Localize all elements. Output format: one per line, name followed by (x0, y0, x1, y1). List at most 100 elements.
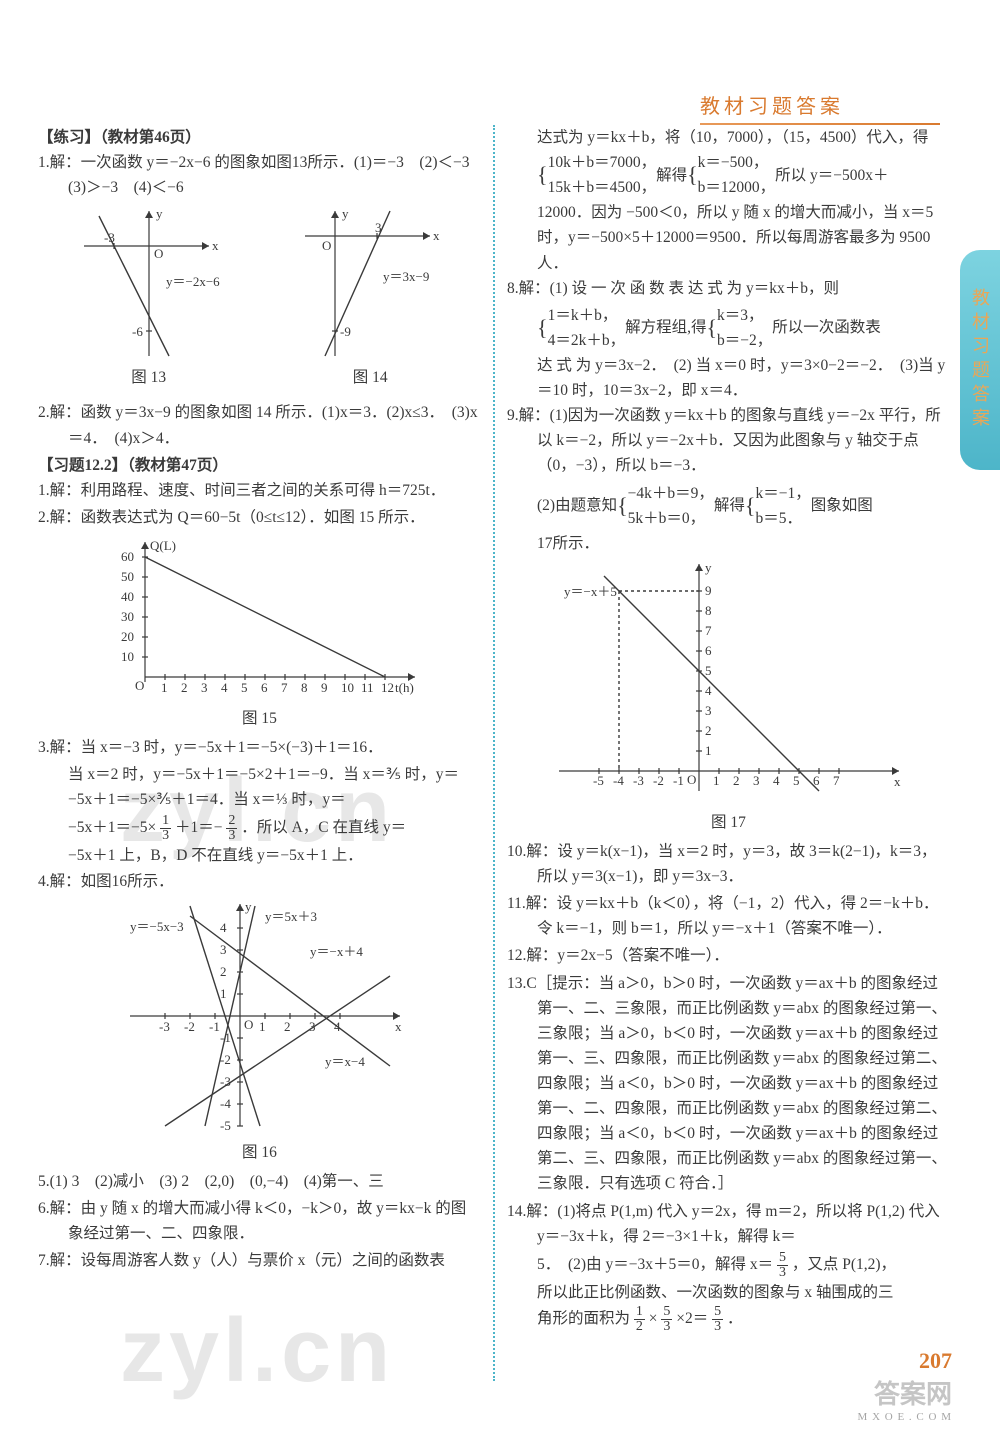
svg-text:1: 1 (220, 986, 227, 1001)
r1a: 达式为 y＝kx＋b，将（10，7000），（15，4500）代入，得 (507, 125, 950, 150)
r9c: 17所示． (507, 531, 950, 556)
svg-text:x: x (395, 1019, 402, 1034)
svg-text:30: 30 (121, 609, 134, 624)
svg-text:-2: -2 (653, 773, 664, 788)
svg-text:9: 9 (705, 583, 712, 598)
svg-text:x: x (894, 774, 901, 789)
left-column: 【练习】（教材第46页） 1.解：一次函数 y＝−2x−6 的图象如图13所示．… (38, 125, 481, 1381)
svg-text:-2: -2 (184, 1019, 195, 1034)
svg-text:4: 4 (221, 680, 228, 695)
svg-text:-6: -6 (132, 324, 143, 339)
svg-text:y＝−x＋5: y＝−x＋5 (564, 584, 617, 599)
problem-2-1: 1.解：利用路程、速度、时间三者之间的关系可得 h＝725t． (38, 478, 481, 503)
r14a: 14.解：(1)将点 P(1,m) 代入 y＝2x，得 m＝2，所以将 P(1,… (507, 1199, 950, 1249)
svg-text:Q(L): Q(L) (150, 538, 176, 553)
r9b: (2)由题意知 { −4k＋b＝9， 5k＋b＝0， 解得 { k＝−1， b＝… (507, 481, 950, 531)
column-divider (493, 125, 495, 1381)
fig13-caption: 图 13 (74, 365, 224, 390)
side-tab: 教材习题答案 (960, 250, 1000, 470)
svg-text:x: x (212, 238, 219, 253)
right-column: 达式为 y＝kx＋b，将（10，7000），（15，4500）代入，得 { 10… (507, 125, 950, 1381)
svg-text:-4: -4 (220, 1096, 231, 1111)
footer-url: M X O E . C O M (858, 1411, 952, 1423)
svg-text:8: 8 (705, 603, 712, 618)
problem-2: 2.解：函数 y＝3x−9 的图象如图 14 所示．(1)x＝3．(2)x≤3．… (38, 400, 481, 450)
r1c: 12000．因为 −500＜0，所以 y 随 x 的增大而减小，当 x＝5 时，… (507, 200, 950, 275)
svg-text:t(h): t(h) (395, 680, 414, 695)
r14c: 所以此正比例函数、一次函数的图象与 x 轴围成的三 (507, 1280, 950, 1305)
svg-text:-5: -5 (220, 1118, 231, 1133)
svg-text:-3: -3 (633, 773, 644, 788)
svg-text:60: 60 (121, 549, 134, 564)
r10: 10.解：设 y＝k(x−1)，当 x＝2 时，y＝3，故 3＝k(2−1)，k… (507, 839, 950, 889)
fig15-caption: 图 15 (38, 706, 481, 731)
svg-text:O: O (244, 1017, 253, 1032)
svg-text:3: 3 (753, 773, 760, 788)
fig16-caption: 图 16 (38, 1140, 481, 1165)
problem-2-2: 2.解：函数表达式为 Q＝60−5t（0≤t≤12）．如图 15 所示． (38, 505, 481, 530)
r14d: 角形的面积为 12 × 53 ×2＝ 53 ． (507, 1305, 950, 1334)
fig17-caption: 图 17 (507, 810, 950, 835)
problem-2-3b: 当 x＝2 时，y＝−5x＋1＝−5×2＋1＝−9．当 x＝⅗ 时，y＝−5x＋… (38, 762, 481, 812)
svg-text:1: 1 (713, 773, 720, 788)
r13: 13.C［提示：当 a＞0，b＞0 时，一次函数 y＝ax＋b 的图象经过第一、… (507, 971, 950, 1197)
svg-text:6: 6 (261, 680, 268, 695)
svg-text:O: O (322, 238, 331, 253)
r8b-eq: { 1＝k＋b， 4＝2k＋b， 解方程组,得 { k＝3， b＝−2， 所以一… (507, 303, 950, 353)
footer: 207 答案网 M X O E . C O M (858, 1348, 952, 1423)
svg-text:-3: -3 (220, 1074, 231, 1089)
fig14-caption: 图 14 (295, 365, 445, 390)
svg-text:y＝x−4: y＝x−4 (325, 1054, 365, 1069)
svg-text:y＝−2x−6: y＝−2x−6 (166, 274, 220, 289)
svg-text:y: y (342, 206, 349, 221)
figure-17: y x O -5-4-3-2-11234567 123456789 y＝−x＋5… (507, 556, 950, 835)
header-title: 教材习题答案 (700, 96, 844, 118)
svg-text:-9: -9 (340, 324, 351, 339)
svg-text:O: O (135, 678, 144, 693)
svg-text:1: 1 (705, 743, 712, 758)
svg-text:9: 9 (321, 680, 328, 695)
svg-text:y＝5x＋3: y＝5x＋3 (265, 909, 317, 924)
r9a: 9.解：(1)因为一次函数 y＝kx＋b 的图象与直线 y＝−2x 平行，所以 … (507, 403, 950, 478)
figure-16: y x O -3-2-11234 -5-4-3-2-11234 y＝5x＋3 y… (38, 896, 481, 1165)
svg-text:4: 4 (773, 773, 780, 788)
svg-text:3: 3 (201, 680, 208, 695)
r14b: 5． (2)由 y＝−3x＋5＝0，解得 x＝ 53 ，又点 P(1,2)， (507, 1251, 950, 1280)
svg-text:x: x (433, 228, 440, 243)
figure-13: x y O -3 -6 y＝−2x−6 图 13 (74, 206, 224, 394)
r8b: 达 式 为 y＝3x−2． (2) 当 x＝0 时，y＝3×0−2＝−2． (3… (507, 353, 950, 403)
svg-text:4: 4 (705, 683, 712, 698)
r12: 12.解：y＝2x−5（答案不唯一）． (507, 943, 950, 968)
svg-text:5: 5 (793, 773, 800, 788)
svg-text:-4: -4 (613, 773, 624, 788)
problem-2-3d: −5x＋1 上，B，D 不在直线 y＝−5x＋1 上． (38, 843, 481, 868)
r1b: { 10k＋b＝7000， 15k＋b＝4500， 解得 { k＝−500， b… (507, 150, 950, 200)
svg-text:O: O (687, 772, 696, 787)
svg-text:2: 2 (220, 964, 227, 979)
side-tab-text: 教材习题答案 (967, 288, 993, 432)
svg-text:2: 2 (284, 1019, 291, 1034)
svg-text:3: 3 (220, 942, 227, 957)
svg-text:40: 40 (121, 589, 134, 604)
svg-text:2: 2 (705, 723, 712, 738)
svg-text:y: y (705, 560, 712, 575)
svg-text:10: 10 (341, 680, 354, 695)
page-number: 207 (858, 1348, 952, 1374)
problem-2-7: 7.解：设每周游客人数 y（人）与票价 x（元）之间的函数表 (38, 1248, 481, 1273)
figure-15: Q(L) t(h) O 102030405060 123456789101112… (38, 532, 481, 731)
r8a: 8.解：(1) 设 一 次 函 数 表 达 式 为 y＝kx＋b，则 (507, 276, 950, 301)
problem-2-3c: −5x＋1＝−5× 13 ＋1＝− 23 ．所以 A，C 在直线 y＝ (38, 814, 481, 843)
r11: 11.解：设 y＝kx＋b（k＜0），将（−1，2）代入，得 2＝−k＋b．令 … (507, 891, 950, 941)
svg-text:y: y (156, 206, 163, 221)
svg-text:10: 10 (121, 649, 134, 664)
svg-text:8: 8 (301, 680, 308, 695)
svg-text:50: 50 (121, 569, 134, 584)
svg-text:-5: -5 (593, 773, 604, 788)
svg-text:y＝3x−9: y＝3x−9 (383, 269, 429, 284)
svg-text:5: 5 (241, 680, 248, 695)
svg-text:2: 2 (181, 680, 188, 695)
section-heading-2: 【习题12.2】（教材第47页） (38, 453, 481, 478)
problem-2-4: 4.解：如图16所示． (38, 869, 481, 894)
svg-text:20: 20 (121, 629, 134, 644)
svg-text:O: O (154, 246, 163, 261)
